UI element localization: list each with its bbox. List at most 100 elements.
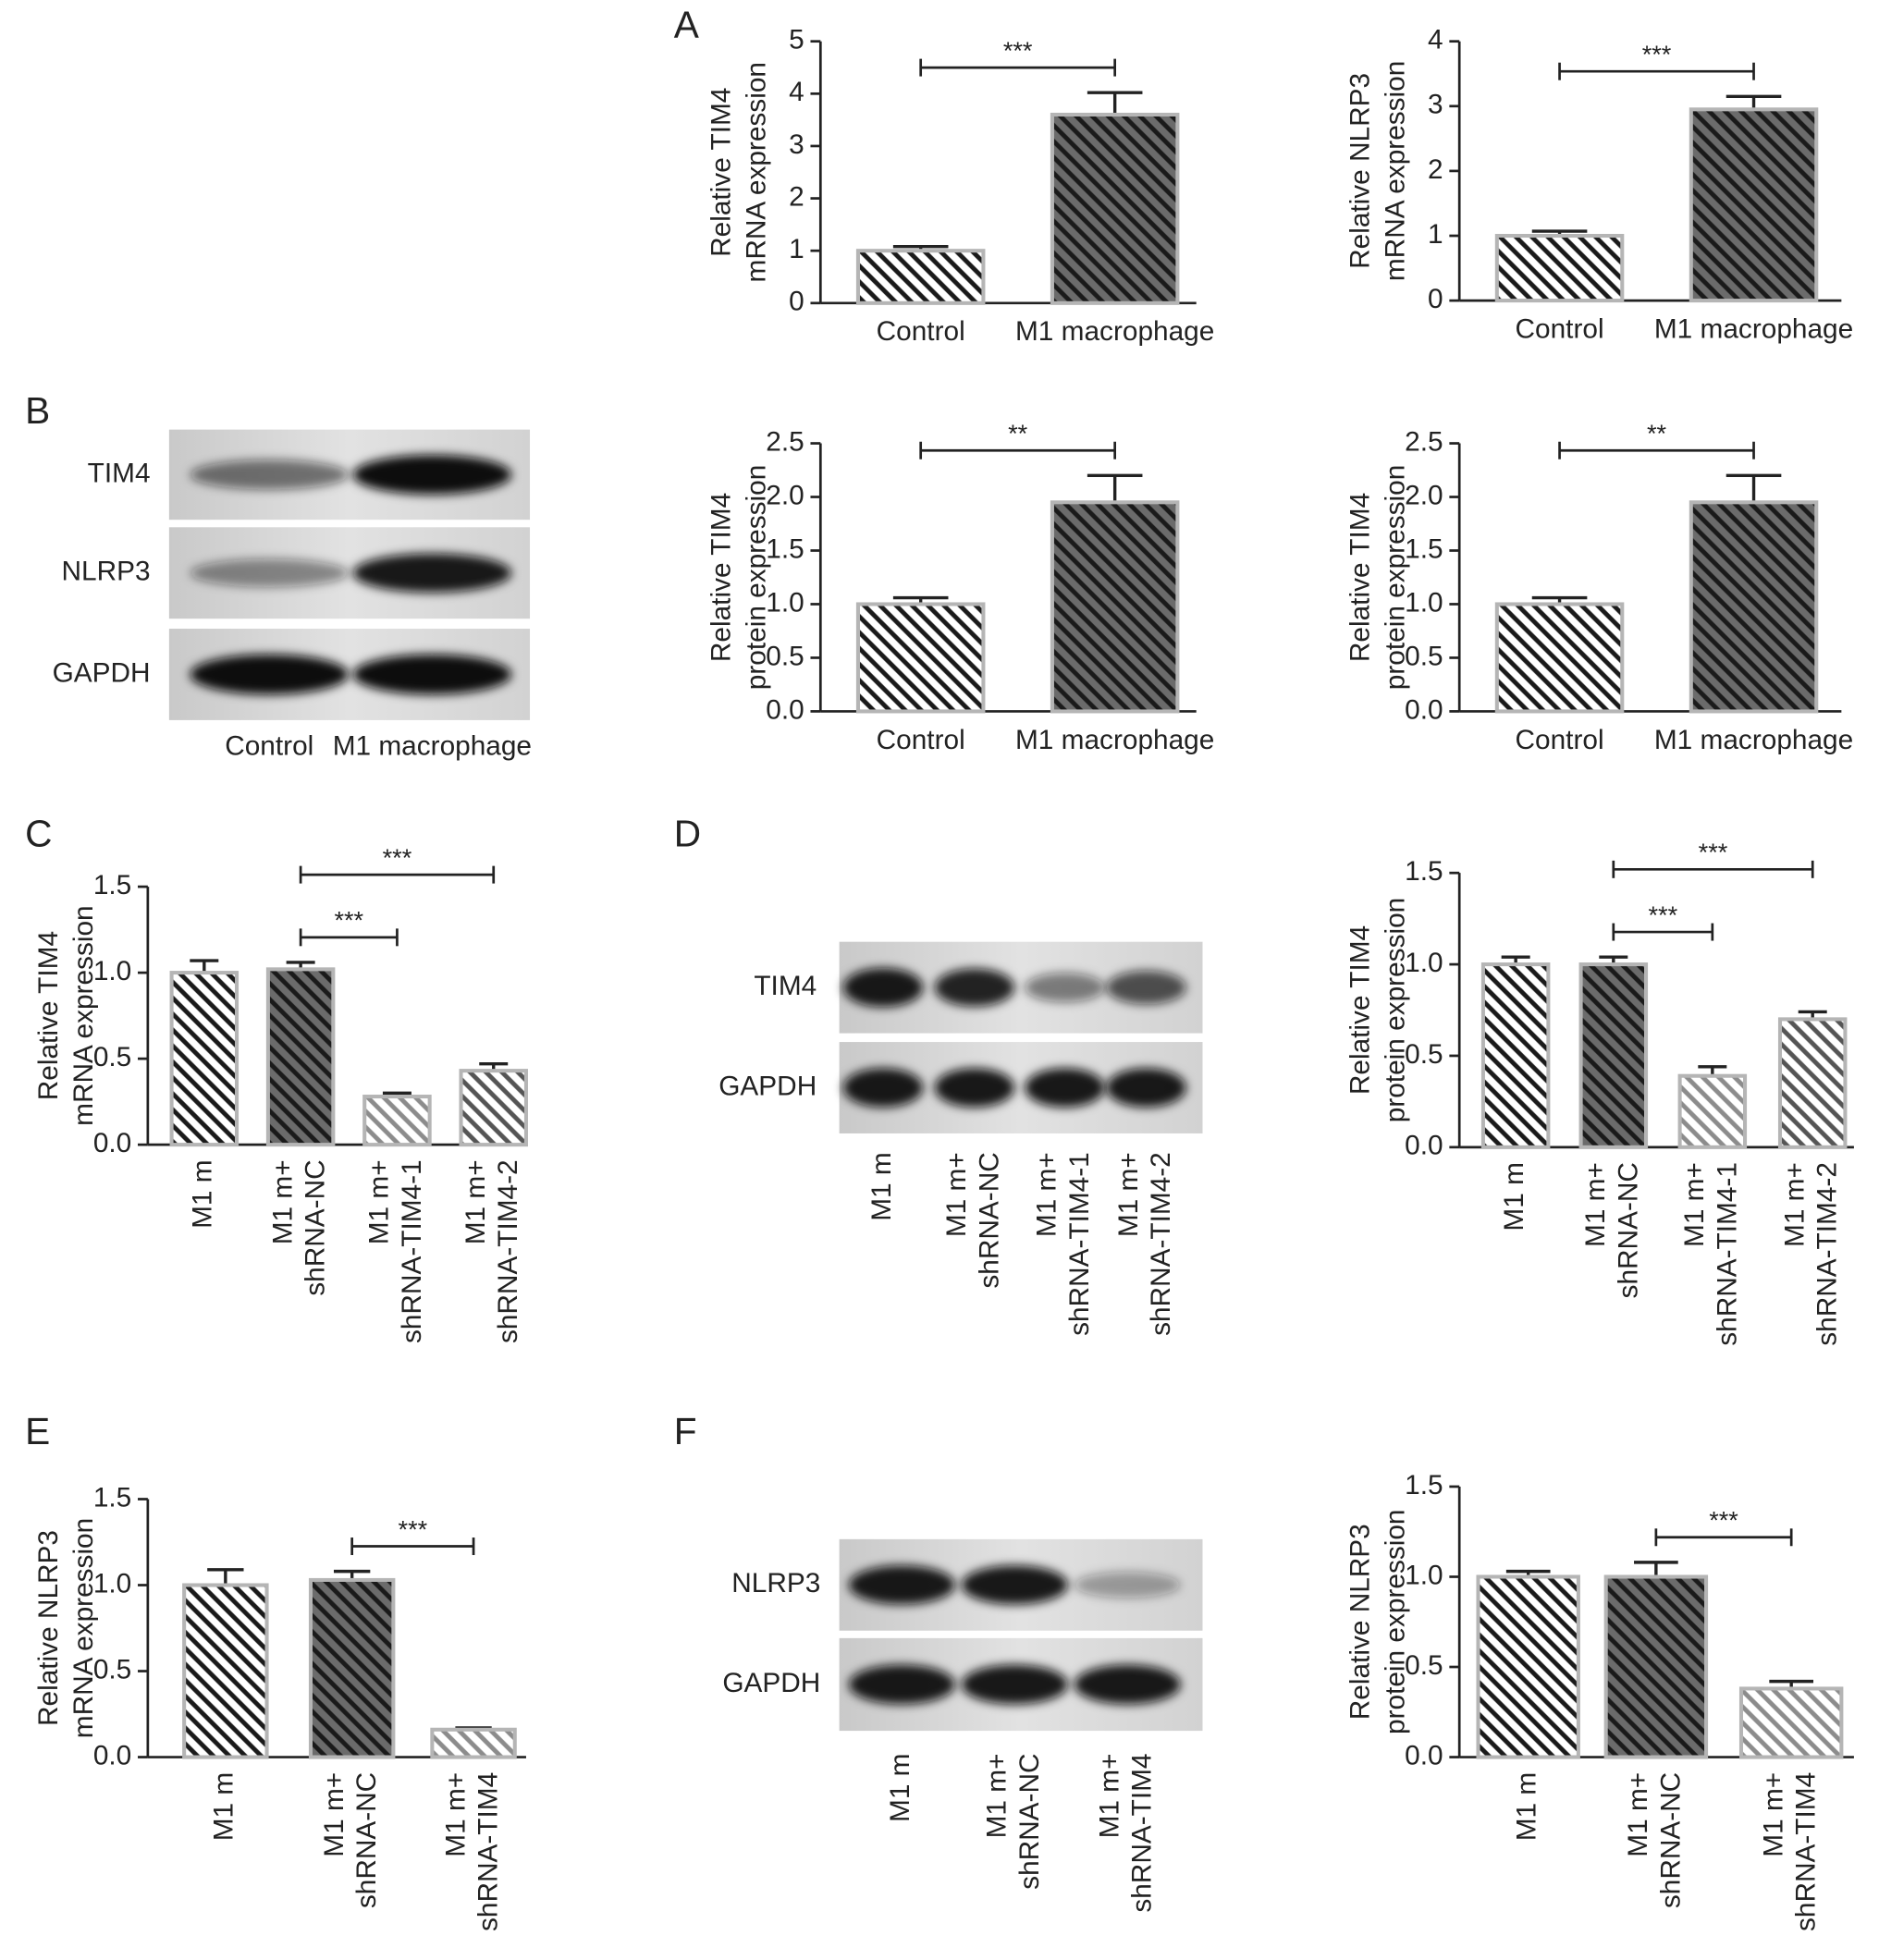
y-tick-label: 0.0 [93, 1128, 131, 1158]
y-tick-label: 1.5 [1405, 856, 1443, 887]
bar [308, 1577, 396, 1759]
y-tick-label: 1.0 [766, 587, 804, 618]
blot-lane-label: shRNA-NC [974, 1152, 1004, 1288]
y-tick-label: 0.5 [1405, 1650, 1443, 1681]
y-axis-label: mRNA expression [68, 1518, 99, 1738]
y-tick-label: 1.0 [1405, 587, 1443, 618]
y-tick-label: 0.5 [93, 1654, 131, 1684]
blot-band [352, 553, 512, 593]
y-axis-label: Relative TIM4 [706, 88, 737, 257]
y-tick-label: 0.0 [1405, 694, 1443, 725]
y-tick-label: 0.5 [1405, 641, 1443, 671]
x-tick-label: Control [877, 316, 965, 347]
x-tick-label: shRNA-NC [351, 1772, 382, 1908]
bar [169, 971, 239, 1147]
bar [1777, 1017, 1848, 1149]
x-tick-label: M1 macrophage [1015, 725, 1214, 755]
x-tick-label: M1 m [1512, 1772, 1542, 1841]
blot-band [352, 454, 512, 495]
x-tick-label: M1 m+ [1580, 1162, 1611, 1247]
blot-band [848, 1664, 955, 1705]
panel-letter: C [25, 813, 52, 855]
blot-lane-label: M1 macrophage [333, 731, 532, 762]
x-tick-label: M1 m+ [440, 1772, 471, 1857]
blot-lane-label: Control [225, 731, 313, 762]
blot-band [190, 654, 350, 695]
blot-band [190, 459, 350, 490]
blot-band [1074, 1664, 1181, 1705]
y-tick-label: 2 [789, 181, 804, 212]
bar [1480, 962, 1551, 1149]
significance-label: *** [1642, 40, 1672, 68]
bar [855, 602, 986, 714]
blot-lane-label: M1 m+ [1032, 1152, 1062, 1237]
bar [1578, 962, 1649, 1149]
bar [1494, 602, 1625, 714]
y-tick-label: 0.0 [1405, 1131, 1443, 1161]
y-axis-label: protein expression [741, 465, 771, 690]
blot-row-label: GAPDH [722, 1668, 820, 1698]
blot-lane-label: shRNA-TIM4 [1127, 1753, 1158, 1912]
significance-label: *** [1709, 1506, 1738, 1535]
blot-lane-label: M1 m+ [982, 1753, 1013, 1838]
bar [430, 1727, 517, 1759]
blot-band [961, 1664, 1068, 1705]
x-tick-label: shRNA-TIM4 [1791, 1772, 1822, 1931]
y-tick-label: 2.0 [766, 480, 804, 510]
y-axis-label: Relative TIM4 [706, 493, 737, 662]
y-tick-label: 1.5 [93, 1482, 131, 1513]
y-tick-label: 2.0 [1405, 480, 1443, 510]
x-tick-label: M1 m [188, 1159, 218, 1228]
y-axis-label: Relative TIM4 [33, 931, 64, 1100]
blot-band [1106, 1068, 1186, 1108]
bar [459, 1069, 528, 1147]
blot-row-label: GAPDH [53, 657, 151, 688]
y-tick-label: 2 [1428, 154, 1443, 185]
y-axis-label: Relative NLRP3 [33, 1530, 64, 1726]
y-tick-label: 5 [789, 25, 804, 55]
significance-label: ** [1647, 419, 1667, 447]
y-axis-label: Relative TIM4 [1345, 493, 1375, 662]
blot-band [352, 654, 512, 695]
y-tick-label: 3 [789, 129, 804, 160]
panel-letter: A [674, 4, 700, 46]
x-tick-label: shRNA-TIM4 [473, 1772, 504, 1931]
blot-lane-label: M1 m+ [941, 1152, 972, 1237]
x-tick-label: Control [1516, 725, 1604, 755]
blot-row-label: NLRP3 [731, 1568, 820, 1599]
x-tick-label: M1 macrophage [1654, 313, 1853, 344]
blot-band [934, 1068, 1015, 1108]
blot-band [1074, 1572, 1181, 1599]
x-tick-label: shRNA-NC [1613, 1162, 1643, 1298]
blot-lane-label: shRNA-NC [1014, 1753, 1045, 1889]
y-axis-label: Relative TIM4 [1345, 925, 1375, 1095]
significance-label: *** [334, 906, 363, 935]
bar [1476, 1574, 1580, 1759]
y-tick-label: 0.5 [93, 1042, 131, 1072]
x-tick-label: Control [877, 725, 965, 755]
x-tick-label: M1 m+ [319, 1772, 350, 1857]
x-tick-label: shRNA-NC [301, 1159, 331, 1295]
y-tick-label: 0.5 [766, 641, 804, 671]
y-tick-label: 1.5 [1405, 533, 1443, 564]
significance-label: *** [1649, 900, 1678, 929]
blot-lane-label: shRNA-TIM4-2 [1146, 1152, 1176, 1336]
y-tick-label: 2.5 [766, 426, 804, 457]
significance-label: *** [399, 1514, 428, 1543]
blot-band [848, 1565, 955, 1605]
y-axis-label: protein expression [1380, 898, 1410, 1122]
bar [1738, 1686, 1844, 1759]
significance-label: *** [1699, 838, 1728, 866]
x-tick-label: shRNA-NC [1655, 1772, 1686, 1908]
bar [182, 1583, 269, 1759]
panel-letter: F [674, 1410, 697, 1452]
blot-band [190, 558, 350, 587]
blot-lane-label: M1 m+ [1094, 1753, 1124, 1838]
y-tick-label: 4 [1428, 25, 1443, 55]
panel-letter: D [674, 813, 701, 855]
y-tick-label: 1.0 [93, 956, 131, 986]
x-tick-label: M1 m+ [1623, 1772, 1653, 1857]
y-tick-label: 1.5 [93, 870, 131, 900]
significance-label: *** [1003, 36, 1033, 65]
